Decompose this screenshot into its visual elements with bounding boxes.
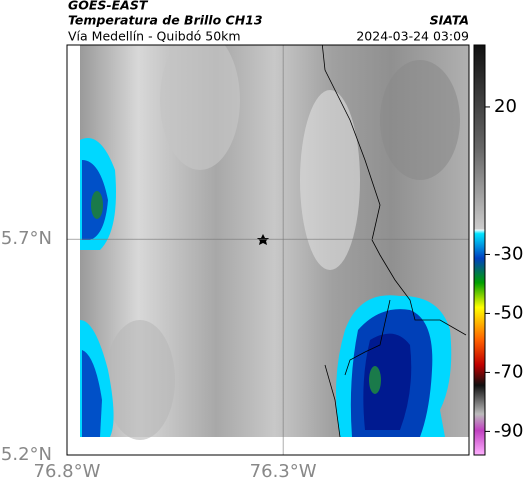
datetime: 2024-03-24 03:09 bbox=[356, 29, 469, 44]
colorbar bbox=[473, 44, 486, 456]
title: Temperatura de Brillo CH13 bbox=[68, 13, 263, 28]
colorbar-label: -70 bbox=[494, 361, 523, 382]
colorbar-label: -90 bbox=[494, 420, 523, 441]
colorbar-label: 20 bbox=[494, 96, 517, 117]
map-frame bbox=[66, 44, 470, 456]
x-tick-label: 76.8°W bbox=[34, 461, 101, 482]
y-tick-label: 5.7°N bbox=[1, 228, 52, 249]
source: GOES-EAST bbox=[68, 0, 149, 13]
y-tick-label: 5.2°N bbox=[1, 444, 52, 465]
colorbar-label: -50 bbox=[494, 302, 523, 323]
satellite-image bbox=[80, 45, 469, 440]
location: Vía Medellín - Quibdó 50km bbox=[68, 29, 241, 44]
x-tick-label: 76.3°W bbox=[250, 461, 317, 482]
org: SIATA bbox=[430, 13, 469, 28]
colorbar-label: -30 bbox=[494, 243, 523, 264]
